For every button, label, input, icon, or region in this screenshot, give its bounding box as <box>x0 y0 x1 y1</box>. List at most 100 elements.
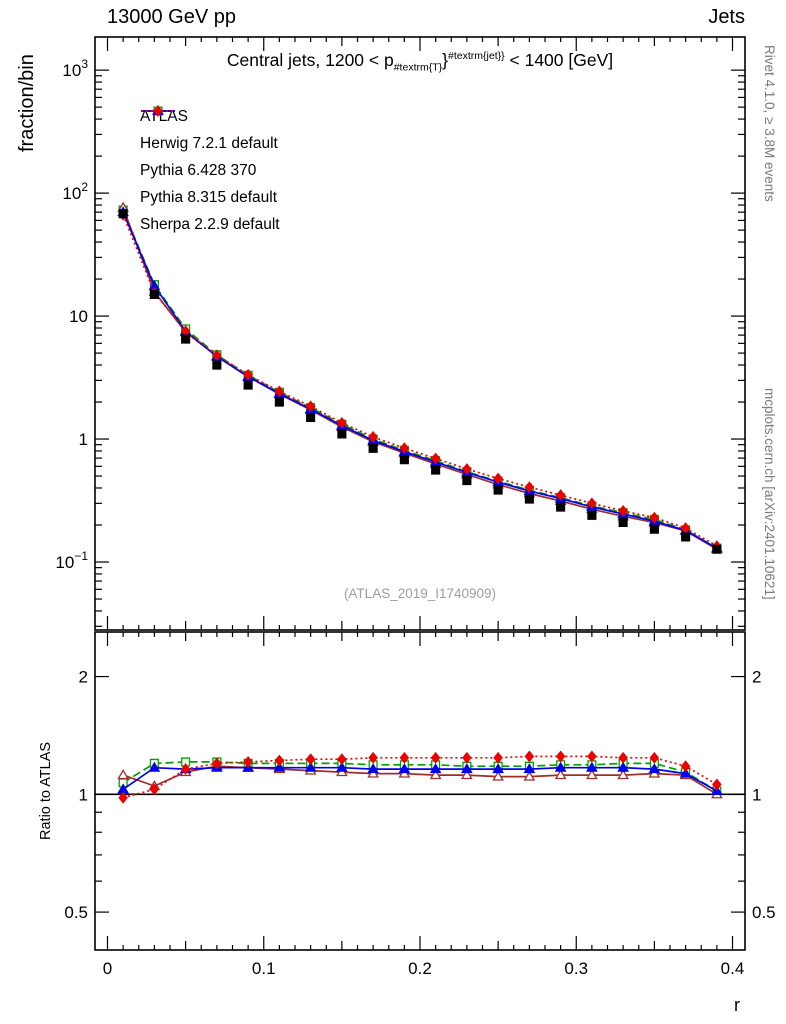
tick-label: 1 <box>79 430 88 449</box>
series-marker <box>118 791 128 804</box>
x-axis-label: r <box>734 995 740 1015</box>
series-line <box>122 207 718 551</box>
tick-label: 10−1 <box>55 549 88 572</box>
series-marker <box>461 763 473 774</box>
y-axis-label-ratio: Ratio to ATLAS <box>38 741 54 840</box>
series-marker <box>462 463 472 475</box>
plot-title: Central jets, 1200 < p#textrm{T}}#textrm… <box>95 50 745 74</box>
series-marker <box>243 368 253 381</box>
legend-label: Pythia 6.428 370 <box>140 161 257 179</box>
series-marker <box>555 750 566 763</box>
series-marker <box>617 761 629 772</box>
series-marker <box>712 778 722 791</box>
series-marker <box>212 360 222 370</box>
series-marker <box>305 400 316 413</box>
plot-title-mid: } <box>442 50 449 70</box>
ratio-frame <box>94 631 746 951</box>
series-marker <box>399 455 409 465</box>
legend-item-herwig-7-2-1-default: Herwig 7.2.1 default <box>140 106 280 157</box>
series-marker <box>306 412 316 422</box>
series-marker <box>212 757 222 770</box>
tick-label: 1 <box>752 785 761 804</box>
series-main-sherpa-2-2-9-default <box>118 208 722 553</box>
series-marker <box>367 763 379 774</box>
series-marker <box>399 442 410 455</box>
series-marker <box>524 750 535 763</box>
series-marker <box>586 761 598 772</box>
series-marker <box>649 511 660 524</box>
series-marker <box>555 489 566 502</box>
series-line <box>122 214 718 547</box>
sherpa-2-2-9-default-marker-icon <box>141 105 175 117</box>
series-marker <box>243 756 253 768</box>
series-marker <box>429 763 442 774</box>
series-marker <box>337 753 347 766</box>
series-marker <box>149 289 159 299</box>
series-marker <box>118 209 128 219</box>
series-marker <box>493 472 503 485</box>
series-marker <box>273 761 286 772</box>
plot-title-sub: #textrm{T} <box>393 61 443 74</box>
legend-item-pythia-8-315-default: Pythia 8.315 default <box>140 105 280 211</box>
y-axis-label-main: fraction/bin <box>16 54 38 152</box>
series-marker <box>649 524 659 534</box>
series-marker <box>523 770 536 781</box>
series-marker <box>524 481 535 494</box>
series-marker <box>368 430 378 443</box>
series-marker <box>587 497 597 510</box>
series-ratio-pythia-8-315-default <box>117 761 723 796</box>
tick-label: 0.5 <box>64 903 88 922</box>
series-marker <box>712 544 722 554</box>
tick-label: 0.1 <box>252 959 276 978</box>
series-marker <box>430 452 441 465</box>
series-marker <box>337 416 347 429</box>
series-marker <box>493 485 503 495</box>
series-marker <box>649 751 660 764</box>
series-marker <box>461 769 473 780</box>
tick-label: 0.5 <box>752 903 776 922</box>
tick-label: 1 <box>79 785 88 804</box>
tick-label: 2 <box>752 668 761 687</box>
series-marker <box>148 761 161 772</box>
series-marker <box>587 750 597 763</box>
series-marker <box>523 763 536 774</box>
series-marker <box>431 465 441 475</box>
series-marker <box>336 761 348 772</box>
series-marker <box>117 769 129 780</box>
legend-label: Pythia 8.315 default <box>140 188 278 206</box>
series-marker <box>212 349 222 362</box>
series-marker <box>679 767 692 778</box>
series-marker <box>618 517 628 527</box>
series-marker <box>337 429 347 439</box>
series-marker <box>617 769 629 780</box>
tick-label: 103 <box>62 57 88 80</box>
legend-label: Sherpa 2.2.9 default <box>140 215 280 233</box>
series-marker <box>305 753 316 766</box>
series-marker <box>274 397 284 407</box>
series-main-atlas <box>118 209 722 554</box>
rivet-version-label: Rivet 4.1.0, ≥ 3.8M events <box>762 45 777 202</box>
series-marker <box>587 510 597 520</box>
plot-title-post: < 1400 [GeV] <box>504 50 614 70</box>
tick-label: 2 <box>79 668 88 687</box>
series-line <box>122 761 718 792</box>
series-marker <box>430 751 441 764</box>
series-marker <box>680 760 691 773</box>
series-marker <box>681 532 691 542</box>
series-marker <box>149 783 160 796</box>
legend: ATLAS Herwig 7.2.1 default Pythia 6.428 37… <box>140 103 280 238</box>
series-marker <box>462 751 472 764</box>
series-marker <box>368 443 378 453</box>
legend-item-sherpa-2-2-9-default: Sherpa 2.2.9 default <box>140 105 280 238</box>
series-marker <box>618 504 628 517</box>
beam-energy-label: 13000 GeV pp <box>107 6 236 28</box>
series-marker <box>304 761 317 772</box>
series-marker <box>180 763 191 776</box>
series-main-herwig-7-2-1-default <box>118 205 722 553</box>
series-line <box>122 765 718 796</box>
tick-label: 102 <box>62 180 88 203</box>
tick-label: 0.2 <box>408 959 432 978</box>
series-marker <box>429 769 442 780</box>
tick-label: 0.4 <box>721 959 745 978</box>
